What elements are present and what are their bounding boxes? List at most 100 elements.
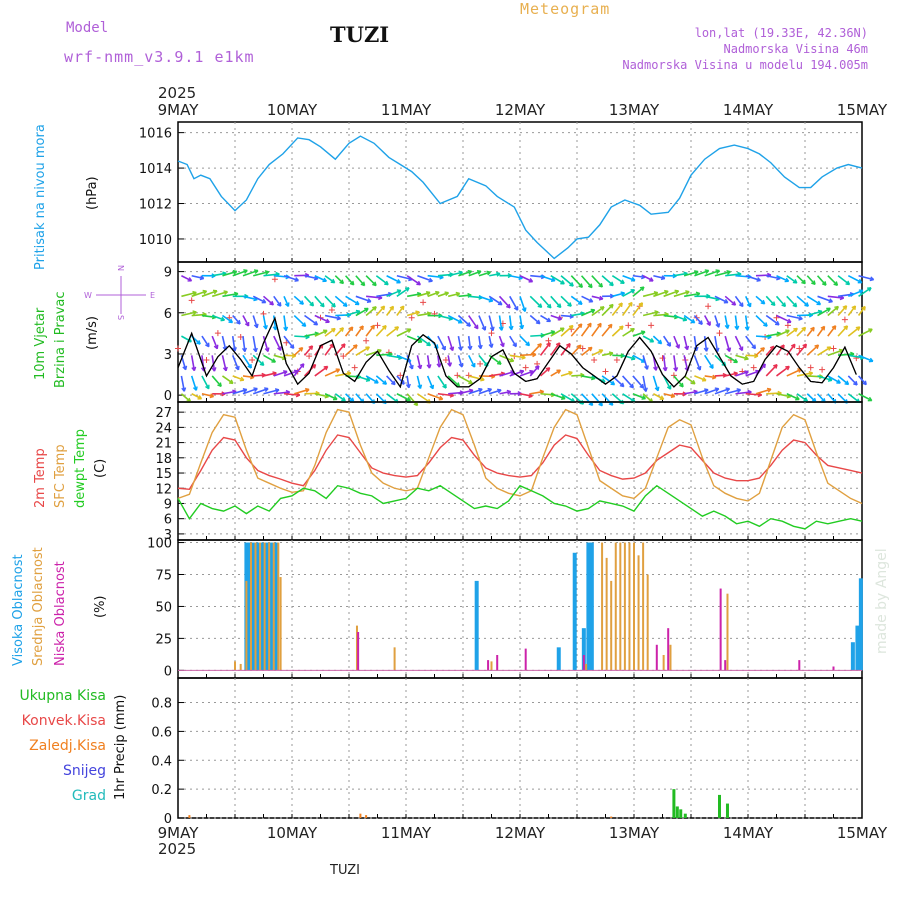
wind-arrow: [725, 372, 738, 377]
wind-arrow-head: [264, 270, 270, 276]
wind-arrow-head: [682, 316, 688, 322]
bar: [589, 542, 594, 671]
time-tick-bottom: 9MAY: [158, 824, 200, 842]
wind-arrow: [294, 335, 310, 338]
wind-arrow-head: [821, 281, 827, 286]
wind-arrow-head: [843, 325, 849, 330]
wind-arrow: [519, 353, 536, 357]
wind-arrow: [324, 343, 335, 356]
y-tick-label: 1014: [139, 162, 172, 177]
wind-arrow: [765, 295, 776, 306]
wind-arrow-head: [756, 277, 761, 282]
wind-arrow-head: [545, 367, 551, 372]
elevation-label: Nadmorska Visina 46m: [723, 42, 869, 56]
wind-arrow-head: [803, 397, 809, 402]
wind-arrow-head: [587, 346, 593, 352]
wind-arrow: [406, 335, 423, 343]
wind-arrow: [673, 314, 688, 321]
wind-arrow-head: [569, 282, 574, 287]
wind-arrow: [601, 275, 614, 287]
wind-arrow-head: [508, 325, 514, 331]
wind-arrow-head: [467, 345, 473, 351]
wind-arrow-head: [630, 327, 635, 333]
wind-arrow: [345, 393, 355, 403]
y-tick-label: 50: [155, 600, 172, 615]
wind-arrow-head: [597, 322, 602, 328]
gust-marker: [214, 330, 221, 337]
wind-arrow: [704, 375, 717, 379]
wind-arrow: [714, 374, 727, 377]
bar: [672, 789, 676, 818]
wind-arrow: [858, 328, 873, 337]
y-tick-label: 1012: [139, 198, 172, 213]
wind-arrow-head: [820, 325, 826, 331]
wind-arrow: [283, 274, 299, 282]
gust-marker: [750, 364, 757, 371]
wind-arrow: [467, 354, 476, 368]
wind-arrow-head: [417, 338, 423, 344]
wind-arrow: [714, 387, 730, 395]
wind-arrow-head: [220, 316, 226, 322]
wind-arrow: [693, 314, 703, 325]
temp-name-2: SFC Temp: [53, 444, 68, 508]
wind-arrow-head: [478, 387, 483, 393]
wind-arrow: [232, 388, 247, 395]
wind-arrow-head: [556, 303, 562, 309]
wind-arrow: [550, 295, 562, 308]
wind-arrow-head: [513, 306, 519, 311]
wind-arrow: [632, 393, 646, 400]
wind-arrow-head: [467, 269, 473, 275]
wind-arrow: [622, 393, 636, 403]
bar: [524, 648, 527, 671]
model-label: Model: [66, 20, 109, 36]
wind-arrow-head: [382, 324, 387, 330]
wind-arrow-head: [191, 366, 197, 372]
wind-arrow: [221, 355, 227, 372]
bar: [260, 542, 265, 671]
wind-arrow-head: [384, 280, 389, 286]
wind-arrow: [427, 393, 443, 401]
wind-arrow: [222, 314, 233, 324]
gust-marker: [271, 276, 278, 283]
wind-arrow: [796, 393, 808, 402]
precip-panel: 0 0.2 0.4 0.6 0.8: [151, 677, 863, 827]
wind-arrow-head: [867, 396, 873, 402]
wind-arrow-head: [577, 323, 583, 329]
bar: [188, 815, 191, 818]
wind-arrow: [478, 271, 491, 277]
wind-arrow-head: [653, 366, 658, 371]
wind-arrow: [745, 335, 757, 350]
gust-marker: [841, 316, 848, 323]
wind-arrow-head: [197, 395, 203, 400]
wind-arrow-head: [372, 306, 377, 311]
wind-arrow-head: [262, 325, 268, 330]
wind-arrow-head: [415, 310, 420, 316]
wind-arrow: [817, 307, 831, 317]
bar: [268, 542, 271, 671]
y-tick-label: 3: [164, 528, 172, 543]
y-tick-label: 24: [155, 421, 172, 436]
wind-arrow-head: [698, 320, 703, 325]
wind-arrow: [683, 335, 689, 350]
wind-name-1: 10m Vjetar: [33, 307, 48, 380]
series-line: [177, 135, 863, 260]
wind-arrow-head: [853, 380, 858, 386]
wind-arrow-head: [458, 362, 464, 368]
wind-arrow-head: [477, 344, 483, 350]
wind-arrow: [806, 326, 815, 337]
wind-arrow-head: [684, 345, 690, 351]
wind-arrow-head: [696, 366, 702, 371]
wind-arrow-head: [598, 295, 604, 301]
wind-arrow: [755, 388, 772, 395]
bar: [487, 660, 490, 671]
wind-arrow-head: [364, 307, 369, 313]
wind-arrow: [786, 368, 802, 377]
wind-arrow-head: [638, 302, 644, 307]
wind-arrow-head: [408, 364, 414, 370]
wind-arrow-head: [455, 291, 461, 297]
gust-marker: [397, 372, 404, 379]
wind-arrow: [242, 354, 252, 369]
wind-arrow-head: [458, 319, 463, 324]
wind-arrow: [693, 355, 701, 371]
wind-arrow: [498, 295, 511, 309]
